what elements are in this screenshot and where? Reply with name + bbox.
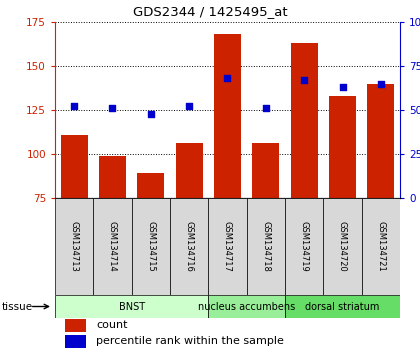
Text: GSM134720: GSM134720 xyxy=(338,221,347,272)
Bar xyxy=(137,173,164,198)
Text: GSM134714: GSM134714 xyxy=(108,221,117,272)
Bar xyxy=(176,143,202,198)
Bar xyxy=(66,335,86,348)
Text: GSM134721: GSM134721 xyxy=(376,221,385,272)
FancyBboxPatch shape xyxy=(247,198,285,295)
Point xyxy=(186,104,192,109)
Bar xyxy=(368,84,394,198)
FancyBboxPatch shape xyxy=(170,198,208,295)
FancyBboxPatch shape xyxy=(131,198,170,295)
Bar xyxy=(214,34,241,198)
Point xyxy=(109,105,116,111)
Point xyxy=(301,77,307,83)
Text: GSM134716: GSM134716 xyxy=(185,221,194,272)
Text: nucleus accumbens: nucleus accumbens xyxy=(198,302,295,312)
Text: GSM134715: GSM134715 xyxy=(146,221,155,272)
Point xyxy=(262,105,269,111)
Text: count: count xyxy=(97,320,128,330)
Text: tissue: tissue xyxy=(2,302,33,312)
FancyBboxPatch shape xyxy=(208,295,285,318)
FancyBboxPatch shape xyxy=(323,198,362,295)
Point xyxy=(147,111,154,116)
Text: dorsal striatum: dorsal striatum xyxy=(305,302,380,312)
Text: BNST: BNST xyxy=(118,302,145,312)
Point xyxy=(71,104,78,109)
Point xyxy=(339,84,346,90)
FancyBboxPatch shape xyxy=(285,198,323,295)
FancyBboxPatch shape xyxy=(93,198,131,295)
Text: GSM134717: GSM134717 xyxy=(223,221,232,272)
FancyBboxPatch shape xyxy=(208,198,247,295)
FancyBboxPatch shape xyxy=(362,198,400,295)
Text: GSM134718: GSM134718 xyxy=(261,221,270,272)
Text: percentile rank within the sample: percentile rank within the sample xyxy=(97,336,284,346)
Bar xyxy=(291,43,318,198)
Bar xyxy=(61,135,88,198)
Text: GDS2344 / 1425495_at: GDS2344 / 1425495_at xyxy=(133,5,287,18)
Bar xyxy=(66,319,86,332)
FancyBboxPatch shape xyxy=(55,295,208,318)
FancyBboxPatch shape xyxy=(55,198,93,295)
Bar xyxy=(99,156,126,198)
FancyBboxPatch shape xyxy=(285,295,400,318)
Point xyxy=(378,81,384,86)
Bar xyxy=(252,143,279,198)
Point xyxy=(224,75,231,81)
Bar xyxy=(329,96,356,198)
Text: GSM134719: GSM134719 xyxy=(299,221,309,272)
Text: GSM134713: GSM134713 xyxy=(70,221,79,272)
